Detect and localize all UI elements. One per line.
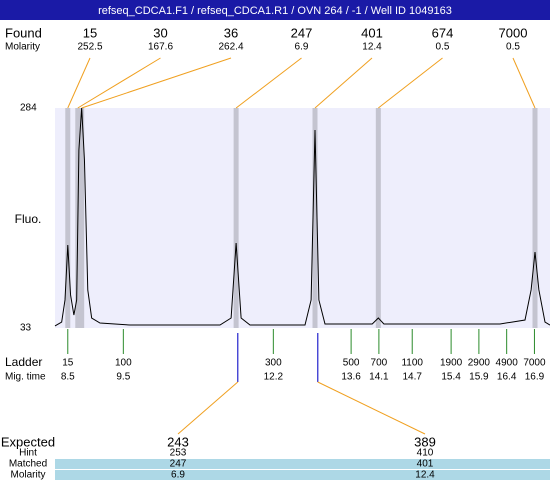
ladder-size: 100 <box>115 358 132 369</box>
peak-connector <box>81 57 232 109</box>
peak-band <box>79 108 85 328</box>
ladder-mig-time: 9.5 <box>116 372 130 383</box>
ladder-size: 1100 <box>401 358 423 369</box>
y-axis-label: Fluo. <box>15 212 42 226</box>
y-tick-label: 33 <box>20 323 32 334</box>
expected-connector <box>317 381 426 435</box>
hint-label: Hint <box>19 448 37 459</box>
peak-connector <box>378 57 443 109</box>
found-molarity: 262.4 <box>218 42 243 53</box>
ladder-mig-time: 16.4 <box>497 372 517 383</box>
expected-matched: 401 <box>417 459 434 470</box>
found-molarity: 12.4 <box>362 42 382 53</box>
expected-label: Expected <box>1 434 55 449</box>
plot-area <box>55 108 550 328</box>
ladder-mig-time: 16.9 <box>525 372 545 383</box>
found-molarity: 252.5 <box>77 42 102 53</box>
ladder-size: 4900 <box>496 358 519 369</box>
ladder-size: 2900 <box>468 358 491 369</box>
ladder-mig-time: 12.2 <box>264 372 284 383</box>
ladder-mig-time: 14.7 <box>402 372 422 383</box>
ladder-size: 7000 <box>523 358 546 369</box>
found-molarity: 0.5 <box>506 42 520 53</box>
ladder-mig-time: 15.4 <box>441 372 461 383</box>
ladder-size: 500 <box>343 358 360 369</box>
matched-label: Matched <box>9 459 47 470</box>
expected-molarity: 12.4 <box>415 470 435 480</box>
title-bar <box>0 0 550 20</box>
expected-size: 389 <box>414 434 436 449</box>
peak-connector <box>512 57 536 109</box>
expected-matched: 247 <box>170 459 187 470</box>
peak-band <box>312 108 318 328</box>
ladder-mig-time: 13.6 <box>341 372 361 383</box>
expected-hint: 253 <box>170 448 187 459</box>
expected-hint: 410 <box>417 448 434 459</box>
ladder-mig-time: 15.9 <box>469 372 489 383</box>
expected-connector <box>177 381 239 435</box>
found-molarity-label: Molarity <box>5 42 40 53</box>
peak-connector <box>235 57 302 109</box>
found-size: 30 <box>153 25 167 40</box>
found-size: 674 <box>432 25 454 40</box>
expected-size: 243 <box>167 434 189 449</box>
found-size: 7000 <box>499 25 528 40</box>
found-label: Found <box>5 25 42 40</box>
found-size: 247 <box>291 25 313 40</box>
ladder-mig-time: 14.1 <box>369 372 389 383</box>
ladder-size: 15 <box>62 358 74 369</box>
found-molarity: 167.6 <box>148 42 173 53</box>
ladder-mig-time: 8.5 <box>61 372 75 383</box>
peak-connector <box>67 57 91 109</box>
ladder-size: 300 <box>265 358 282 369</box>
matched-band <box>55 459 550 469</box>
peak-band <box>233 108 239 328</box>
found-molarity: 6.9 <box>295 42 309 53</box>
peak-connector <box>314 57 373 109</box>
mig-time-label: Mig. time <box>5 372 46 383</box>
peak-band <box>375 108 381 328</box>
ladder-size: 1900 <box>440 358 463 369</box>
ladder-label: Ladder <box>5 355 42 369</box>
found-size: 401 <box>361 25 383 40</box>
peak-band <box>532 108 538 328</box>
found-size: 15 <box>83 25 97 40</box>
peak-band <box>65 108 71 328</box>
found-molarity: 0.5 <box>436 42 450 53</box>
trace <box>54 107 550 327</box>
expected-molarity-label: Molarity <box>10 470 45 480</box>
found-size: 36 <box>224 25 238 40</box>
ladder-size: 700 <box>371 358 388 369</box>
peak-connector <box>77 57 161 109</box>
y-tick-label: 284 <box>20 103 37 114</box>
molarity-band <box>55 470 550 480</box>
title: refseq_CDCA1.F1 / refseq_CDCA1.R1 / OVN … <box>98 5 452 17</box>
expected-molarity: 6.9 <box>171 470 185 480</box>
